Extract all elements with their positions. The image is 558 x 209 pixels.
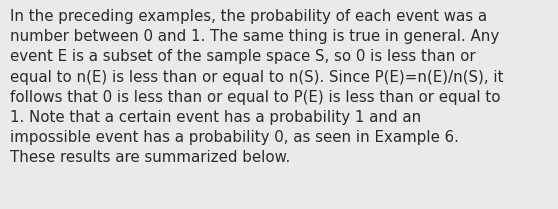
Text: In the preceding examples, the probability of each event was a
number between 0 : In the preceding examples, the probabili… bbox=[10, 9, 503, 165]
